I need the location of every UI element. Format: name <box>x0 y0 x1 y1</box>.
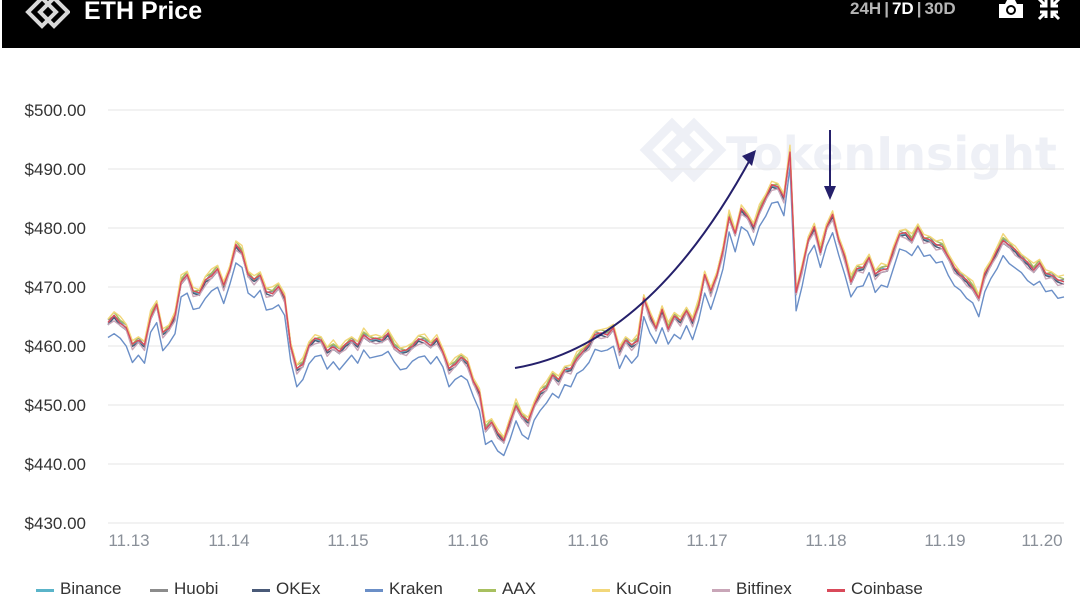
legend-swatch <box>150 589 168 592</box>
annotation-down-arrowhead <box>824 186 836 200</box>
y-tick-label: $500.00 <box>25 101 86 120</box>
legend-swatch <box>478 589 496 592</box>
range-7d-button[interactable]: 7D <box>891 0 914 18</box>
legend-label: Binance <box>60 579 122 598</box>
annotation-curve-arrow <box>514 155 753 369</box>
series-lines <box>107 144 1065 457</box>
legend-label: Coinbase <box>851 579 923 598</box>
y-tick-label: $490.00 <box>25 160 86 179</box>
x-axis: 11.13 11.14 11.15 11.16 11.16 11.17 11.18 11.19… <box>108 531 1062 550</box>
legend-label: OKEx <box>276 579 321 598</box>
y-tick-label: $460.00 <box>25 337 86 356</box>
shrink-icon[interactable] <box>1036 0 1062 22</box>
series-line-coinbase <box>107 151 1065 442</box>
watermark: TokenInsight <box>639 117 1057 183</box>
legend-swatch <box>252 589 270 592</box>
camera-icon[interactable] <box>997 0 1025 20</box>
x-tick-label: 11.19 <box>924 531 965 550</box>
range-selector: 24H | 7D | 30D <box>850 0 956 20</box>
series-line-kraken <box>107 166 1065 457</box>
series-line-aax <box>107 148 1065 439</box>
y-tick-label: $480.00 <box>25 219 86 238</box>
legend-swatch <box>365 589 383 592</box>
legend-swatch <box>592 589 610 592</box>
range-30d-button[interactable]: 30D <box>924 0 956 18</box>
y-tick-label: $450.00 <box>25 396 86 415</box>
y-tick-label: $470.00 <box>25 278 86 297</box>
series-line-kucoin <box>107 144 1065 438</box>
range-separator: | <box>916 0 922 18</box>
legend-label: Kraken <box>389 579 443 598</box>
legend-label: Bitfinex <box>736 579 792 598</box>
annotations <box>514 130 836 369</box>
x-tick-label: 11.16 <box>447 531 488 550</box>
page-title: ETH Price <box>84 0 203 25</box>
annotation-curve-arrowhead <box>742 150 756 166</box>
watermark-text: TokenInsight <box>726 127 1057 181</box>
series-line-okex <box>107 153 1065 444</box>
logo-icon <box>25 0 70 29</box>
x-tick-label: 11.18 <box>805 531 846 550</box>
x-tick-label: 11.15 <box>327 531 368 550</box>
range-separator: | <box>884 0 889 18</box>
x-tick-label: 11.16 <box>567 531 608 550</box>
x-tick-label: 11.13 <box>108 531 149 550</box>
y-axis: $430.00 $440.00 $450.00 $460.00 $470.00 $480.… <box>25 101 86 533</box>
range-24h-button[interactable]: 24H <box>850 0 882 18</box>
y-tick-label: $430.00 <box>25 514 86 533</box>
x-tick-label: 11.20 <box>1021 531 1062 550</box>
y-tick-label: $440.00 <box>25 455 86 474</box>
legend-label: KuCoin <box>616 579 672 598</box>
legend-swatch <box>712 589 730 592</box>
legend-swatch <box>827 589 845 592</box>
x-tick-label: 11.17 <box>686 531 727 550</box>
legend-label: AAX <box>502 579 537 598</box>
legend-swatch <box>36 589 54 592</box>
legend-label: Huobi <box>174 579 219 598</box>
series-line-bitfinex <box>107 153 1065 444</box>
series-line-huobi <box>107 148 1065 439</box>
x-tick-label: 11.14 <box>208 531 249 550</box>
chart-header: ETH Price 24H | 7D | 30D <box>2 0 1080 48</box>
